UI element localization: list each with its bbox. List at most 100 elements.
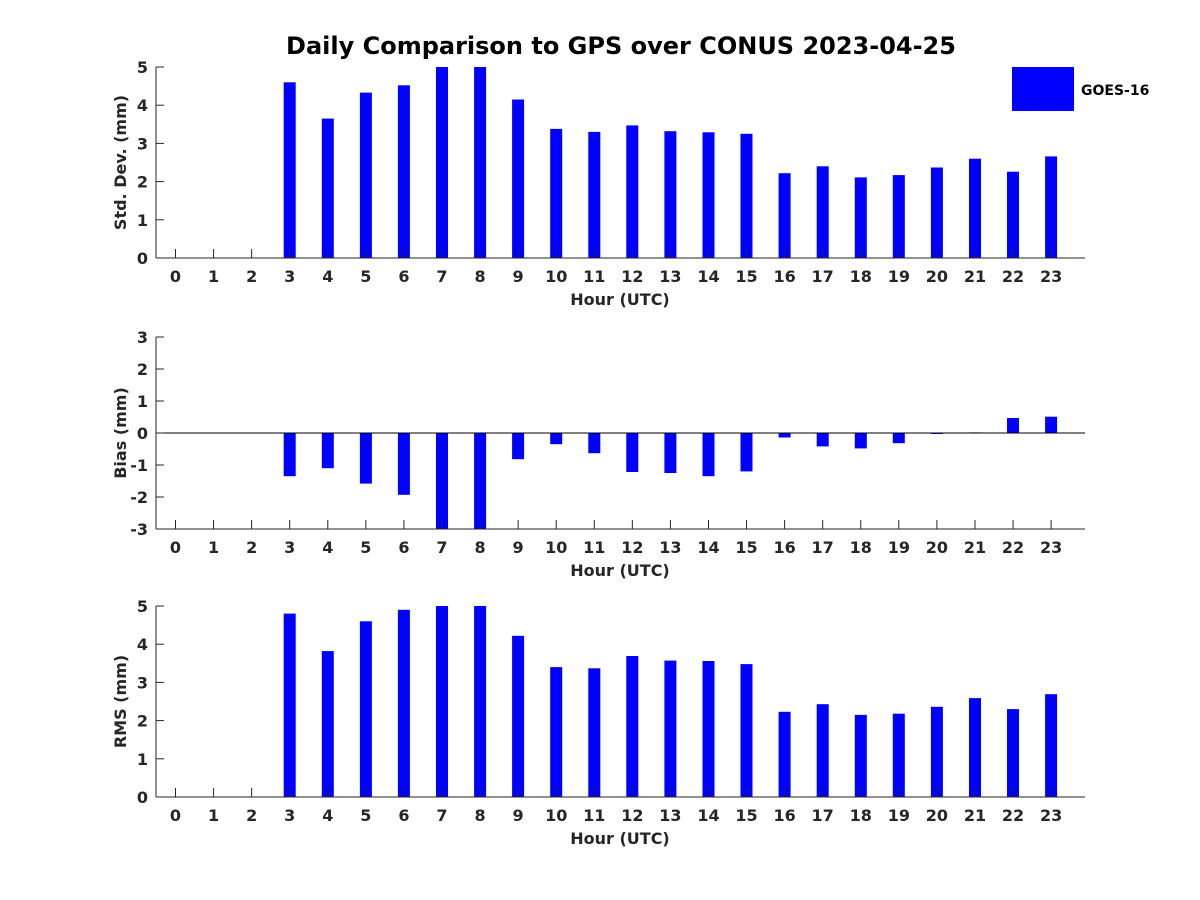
bias-xtick-label: 9 xyxy=(513,538,524,557)
bias-bar-hour-5 xyxy=(359,433,372,484)
rms-bar-hour-21 xyxy=(969,698,981,797)
stddev-bar-hour-7 xyxy=(436,67,448,258)
bias-ytick-label: -1 xyxy=(130,456,148,475)
bias-bar-hour-14 xyxy=(702,433,715,477)
stddev-bar-hour-14 xyxy=(702,132,715,258)
stddev-xtick-label: 20 xyxy=(926,267,948,286)
rms-bar-hour-11 xyxy=(588,668,601,797)
bias-bar-hour-23 xyxy=(1045,416,1058,433)
bias-bar-hour-7 xyxy=(436,433,448,529)
stddev-xlabel: Hour (UTC) xyxy=(570,290,670,309)
rms-bar-hour-16 xyxy=(778,711,791,797)
stddev-bar-hour-20 xyxy=(930,167,943,258)
bias-xtick-label: 7 xyxy=(436,538,447,557)
bias-bar-hour-3 xyxy=(283,433,296,477)
stddev-bar-hour-12 xyxy=(626,125,639,259)
bias-xtick-label: 5 xyxy=(360,538,371,557)
rms-bar-hour-22 xyxy=(1007,709,1019,797)
stddev-xtick-label: 16 xyxy=(773,267,795,286)
rms-bar-hour-4 xyxy=(321,651,334,797)
stddev-bar-hour-5 xyxy=(359,92,372,258)
legend-label: GOES-16 xyxy=(1081,83,1149,99)
stddev-xtick-label: 7 xyxy=(436,267,447,286)
stddev-xtick-label: 5 xyxy=(360,267,371,286)
rms-ytick-label: 3 xyxy=(137,673,148,692)
rms-xtick-label: 11 xyxy=(583,806,605,825)
stddev-bar-hour-11 xyxy=(588,131,601,258)
bias-xtick-label: 14 xyxy=(697,538,719,557)
rms-xtick-label: 19 xyxy=(888,806,910,825)
stddev-xtick-label: 23 xyxy=(1040,267,1062,286)
legend-swatch xyxy=(1012,67,1074,111)
rms-ytick-label: 4 xyxy=(137,635,148,654)
bias-ytick-label: -2 xyxy=(130,488,148,507)
bias-xtick-label: 6 xyxy=(398,538,409,557)
rms-xtick-label: 2 xyxy=(246,806,257,825)
rms-bar-hour-19 xyxy=(892,713,905,797)
rms-bar-hour-9 xyxy=(512,635,525,797)
bias-ytick-label: 1 xyxy=(137,392,148,411)
stddev-bar-hour-13 xyxy=(664,131,677,258)
stddev-xtick-label: 17 xyxy=(812,267,834,286)
rms-xtick-label: 22 xyxy=(1002,806,1024,825)
bias-bar-hour-12 xyxy=(626,433,639,472)
stddev-xtick-label: 11 xyxy=(583,267,605,286)
rms-xtick-label: 16 xyxy=(773,806,795,825)
stddev-ytick-label: 0 xyxy=(137,249,148,268)
bias-bar-hour-8 xyxy=(474,433,487,529)
stddev-xtick-label: 18 xyxy=(850,267,872,286)
stddev-bar-hour-19 xyxy=(892,175,905,258)
stddev-ytick-label: 5 xyxy=(137,58,148,77)
bias-xtick-label: 13 xyxy=(659,538,681,557)
rms-xtick-label: 9 xyxy=(513,806,524,825)
bias-xtick-label: 22 xyxy=(1002,538,1024,557)
stddev-bar-hour-22 xyxy=(1007,171,1019,258)
rms-xtick-label: 15 xyxy=(735,806,757,825)
bias-bar-hour-19 xyxy=(892,433,905,444)
bias-xtick-label: 3 xyxy=(284,538,295,557)
rms-xtick-label: 13 xyxy=(659,806,681,825)
bias-xtick-label: 8 xyxy=(474,538,485,557)
rms-bar-hour-14 xyxy=(702,661,715,797)
rms-bar-hour-15 xyxy=(740,664,753,797)
rms-xtick-label: 12 xyxy=(621,806,643,825)
stddev-bar-hour-6 xyxy=(397,85,410,258)
stddev-xtick-label: 0 xyxy=(170,267,181,286)
bias-xtick-label: 17 xyxy=(812,538,834,557)
stddev-bar-hour-3 xyxy=(283,82,296,258)
rms-bar-hour-8 xyxy=(474,606,487,797)
stddev-ytick-label: 2 xyxy=(137,173,148,192)
bias-xlabel: Hour (UTC) xyxy=(570,561,670,580)
bias-bar-hour-4 xyxy=(321,433,334,469)
rms-bar-hour-6 xyxy=(397,609,410,797)
stddev-bar-hour-15 xyxy=(740,133,753,258)
figure-title: Daily Comparison to GPS over CONUS 2023-… xyxy=(286,32,956,60)
bias-xtick-label: 19 xyxy=(888,538,910,557)
bias-xtick-label: 2 xyxy=(246,538,257,557)
stddev-xtick-label: 22 xyxy=(1002,267,1024,286)
rms-xtick-label: 10 xyxy=(545,806,567,825)
rms-bar-hour-10 xyxy=(550,667,563,797)
bias-xtick-label: 11 xyxy=(583,538,605,557)
rms-bar-hour-13 xyxy=(664,660,677,797)
bias-xtick-label: 23 xyxy=(1040,538,1062,557)
rms-xtick-label: 8 xyxy=(474,806,485,825)
bias-xtick-label: 21 xyxy=(964,538,986,557)
rms-xtick-label: 17 xyxy=(812,806,834,825)
stddev-xtick-label: 15 xyxy=(735,267,757,286)
rms-ytick-label: 2 xyxy=(137,712,148,731)
rms-ylabel: RMS (mm) xyxy=(111,655,130,748)
bias-ytick-label: 2 xyxy=(137,360,148,379)
stddev-bar-hour-8 xyxy=(474,67,487,258)
stddev-ytick-label: 4 xyxy=(137,96,148,115)
stddev-bar-hour-18 xyxy=(854,177,867,258)
rms-bar-hour-20 xyxy=(930,706,943,797)
stddev-bar-hour-10 xyxy=(550,128,563,258)
rms-xtick-label: 7 xyxy=(436,806,447,825)
bias-bar-hour-13 xyxy=(664,433,677,473)
bias-xtick-label: 18 xyxy=(850,538,872,557)
stddev-xtick-label: 9 xyxy=(513,267,524,286)
bias-bar-hour-15 xyxy=(740,433,753,472)
